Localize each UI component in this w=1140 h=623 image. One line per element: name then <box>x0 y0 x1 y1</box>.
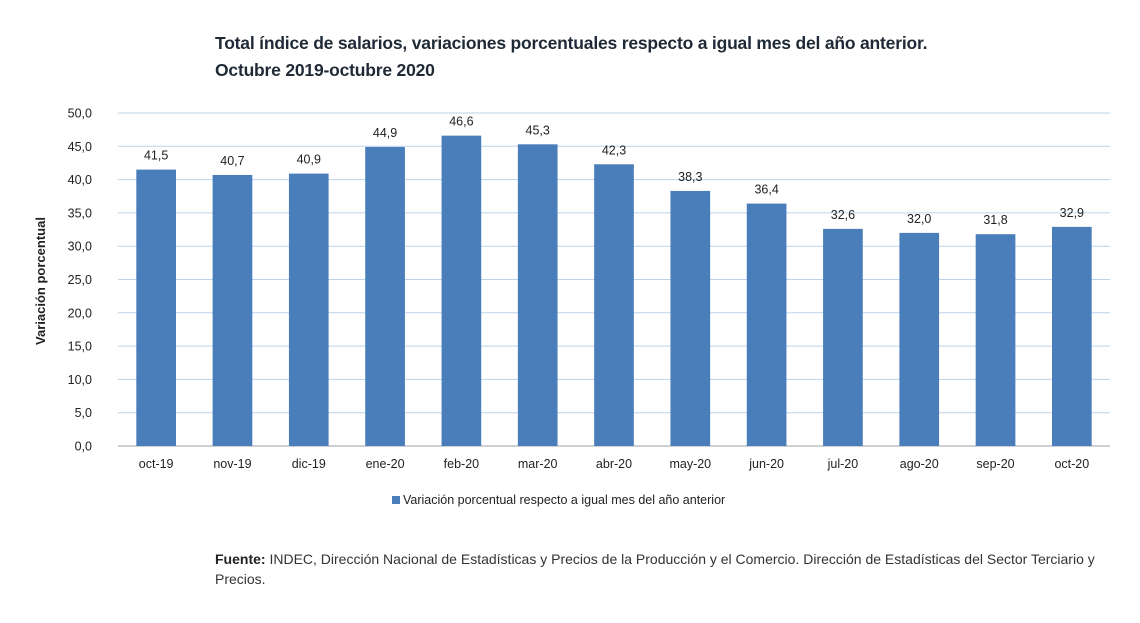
data-label: 44,9 <box>373 126 397 140</box>
source-text: INDEC, Dirección Nacional de Estadística… <box>215 551 1095 587</box>
y-axis-label: Variación porcentual <box>33 217 48 345</box>
bar <box>594 164 634 447</box>
data-label: 40,9 <box>297 153 321 167</box>
x-tick-label: abr-20 <box>596 457 632 471</box>
x-tick-label: jul-20 <box>827 457 859 471</box>
bar <box>975 234 1016 446</box>
data-label: 38,3 <box>678 170 702 184</box>
bar <box>517 144 558 446</box>
y-tick-labels: 0,0 5,0 10,0 15,0 20,0 25,0 30,0 35,0 40,0 45,0 50… <box>68 107 92 454</box>
bar <box>1052 226 1092 446</box>
bar <box>136 169 176 447</box>
source-label: Fuente: <box>215 551 266 567</box>
chart-subtitle: Octubre 2019-octubre 2020 <box>215 60 435 80</box>
data-label: 32,6 <box>831 208 855 222</box>
bar <box>670 190 711 446</box>
bar <box>441 135 482 447</box>
chart-title-block: Total índice de salarios, variaciones po… <box>215 30 927 84</box>
data-labels: 41,5 40,7 40,9 44,9 46,6 45,3 42,3 38,3 36,4 32,6… <box>144 115 1084 228</box>
bar <box>746 203 787 446</box>
y-tick-label: 45,0 <box>68 140 92 154</box>
x-tick-label: may-20 <box>669 457 711 471</box>
data-label: 41,5 <box>144 149 168 163</box>
chart-title: Total índice de salarios, variaciones po… <box>215 33 928 53</box>
data-label: 45,3 <box>526 123 550 137</box>
bar <box>212 174 253 447</box>
data-label: 32,9 <box>1060 206 1084 220</box>
data-label: 31,8 <box>983 213 1007 227</box>
x-tick-label: sep-20 <box>976 457 1014 471</box>
x-tick-label: nov-19 <box>213 457 251 471</box>
source-note: Fuente: INDEC, Dirección Nacional de Est… <box>215 549 1115 589</box>
x-tick-label: ago-20 <box>900 457 939 471</box>
bar-chart: 0,0 5,0 10,0 15,0 20,0 25,0 30,0 35,0 40,0 45,0 50… <box>33 107 1110 507</box>
bar <box>899 232 940 446</box>
y-tick-label: 15,0 <box>68 340 92 354</box>
data-label: 46,6 <box>449 115 473 129</box>
legend-label: Variación porcentual respecto a igual me… <box>403 493 725 507</box>
bars <box>136 135 1092 447</box>
x-tick-label: dic-19 <box>292 457 326 471</box>
data-label: 36,4 <box>754 183 778 197</box>
x-tick-label: feb-20 <box>444 457 479 471</box>
legend: Variación porcentual respecto a igual me… <box>392 493 725 507</box>
bar <box>365 146 405 446</box>
y-tick-label: 40,0 <box>68 173 92 187</box>
legend-swatch <box>392 496 400 504</box>
y-tick-label: 10,0 <box>68 373 92 387</box>
x-tick-labels: oct-19 nov-19 dic-19 ene-20 feb-20 mar-20 abr-… <box>139 457 1089 471</box>
bar <box>823 228 863 446</box>
x-tick-label: oct-19 <box>139 457 174 471</box>
y-tick-label: 0,0 <box>75 440 92 454</box>
data-label: 32,0 <box>907 212 931 226</box>
y-tick-label: 50,0 <box>68 107 92 121</box>
x-tick-label: ene-20 <box>366 457 405 471</box>
x-tick-label: mar-20 <box>518 457 558 471</box>
data-label: 42,3 <box>602 143 626 157</box>
y-tick-label: 30,0 <box>68 240 92 254</box>
y-tick-label: 5,0 <box>75 406 92 420</box>
y-tick-label: 25,0 <box>68 273 92 287</box>
x-tick-label: oct-20 <box>1054 457 1089 471</box>
x-tick-label: jun-20 <box>748 457 784 471</box>
y-tick-label: 20,0 <box>68 306 92 320</box>
y-tick-label: 35,0 <box>68 206 92 220</box>
data-label: 40,7 <box>220 154 244 168</box>
bar <box>288 173 329 446</box>
